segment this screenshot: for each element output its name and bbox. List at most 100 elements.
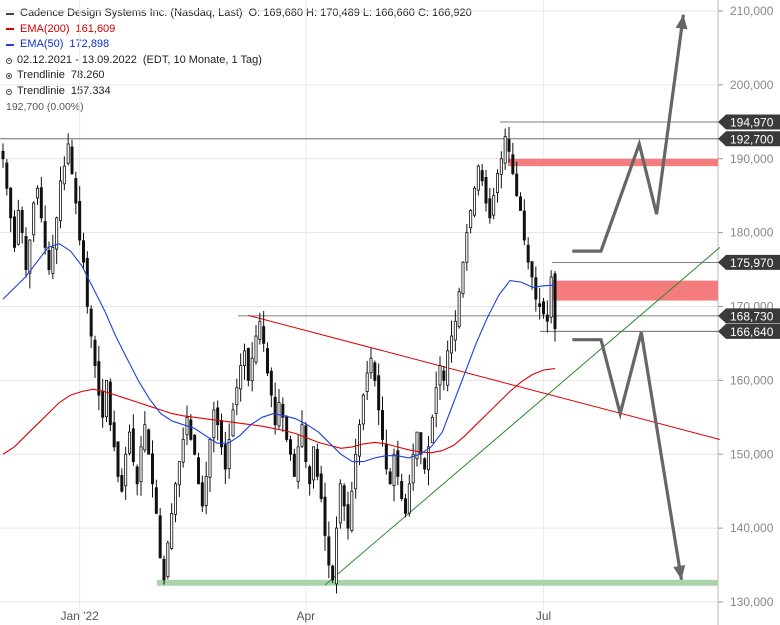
candle-body — [319, 473, 323, 499]
candle-body — [66, 143, 70, 164]
candle-body — [542, 301, 546, 315]
candle-body — [407, 483, 411, 514]
candle-body — [120, 475, 124, 492]
trendline — [248, 314, 720, 440]
legend-ohlc: O: 169,680 H: 170,489 L: 166,660 C: 166,… — [248, 7, 472, 19]
candle — [269, 367, 273, 408]
candle — [354, 438, 358, 499]
legend-ema200-value: 161,609 — [75, 22, 116, 35]
candle — [223, 431, 227, 484]
candle — [242, 343, 246, 380]
candle-body — [522, 210, 526, 241]
candle-body — [457, 291, 461, 328]
candle — [342, 483, 346, 521]
candle-body — [430, 416, 434, 444]
candle-body — [488, 198, 492, 219]
legend-trend1-label: Trendlinie — [17, 69, 65, 82]
price-tag-label: 168,730 — [730, 309, 774, 323]
candle-body — [82, 240, 86, 263]
x-tick-label: Jan '22 — [61, 609, 100, 623]
price-tag-bg — [718, 308, 780, 324]
candle-body — [101, 390, 105, 418]
candle-body — [461, 261, 465, 295]
candle — [384, 429, 388, 475]
candle-body — [24, 236, 28, 270]
price-tag: 194,970 — [718, 114, 780, 130]
candle — [277, 389, 281, 429]
candle — [461, 261, 465, 298]
candle — [373, 360, 377, 387]
candle-body — [545, 314, 549, 322]
candle-body — [380, 410, 384, 440]
candle-body — [327, 536, 331, 566]
candle-body — [346, 504, 350, 529]
candle-body — [296, 446, 300, 482]
candle — [262, 310, 266, 352]
candle-body — [472, 187, 476, 216]
candle-body — [438, 365, 442, 386]
candle-body — [235, 387, 239, 406]
candle — [265, 342, 269, 376]
candle-body — [311, 446, 315, 481]
candle — [231, 402, 235, 438]
candle — [304, 422, 308, 468]
candle-body — [227, 439, 231, 469]
candle-body — [281, 403, 285, 418]
candle — [59, 166, 63, 229]
candle-body — [308, 466, 312, 485]
candle-body — [511, 154, 515, 174]
candle-body — [43, 221, 47, 248]
candle — [361, 393, 365, 431]
candle-body — [269, 370, 273, 396]
candle — [196, 452, 200, 485]
candle — [511, 142, 515, 176]
candle-body — [189, 419, 193, 440]
candle-body — [265, 348, 269, 374]
candle — [338, 479, 342, 529]
y-tick-label: 140,000 — [730, 521, 774, 535]
candle-body — [116, 441, 120, 477]
legend-ema200-label: EMA(200) — [20, 22, 70, 35]
candle-body — [446, 350, 450, 386]
candle — [434, 371, 438, 428]
candle-body — [239, 365, 243, 390]
candle — [476, 164, 480, 196]
price-tag-bg — [718, 323, 780, 339]
candle-body — [62, 165, 66, 185]
candle — [350, 481, 354, 533]
candle-body — [273, 396, 277, 426]
candle — [177, 461, 181, 498]
candle — [442, 365, 446, 391]
candle-body — [78, 201, 82, 241]
candle — [32, 201, 36, 243]
candle — [545, 300, 549, 333]
candle-body — [162, 558, 166, 581]
candle-body — [365, 372, 369, 392]
candle — [143, 411, 147, 453]
candle — [219, 413, 223, 455]
candle — [415, 431, 419, 467]
y-tick-label: 160,000 — [730, 373, 774, 387]
candle — [116, 441, 120, 483]
candle-body — [484, 177, 488, 204]
candle — [549, 270, 553, 324]
legend-trend2-label: Trendlinie — [17, 84, 65, 97]
candle-body — [5, 162, 9, 189]
candle — [112, 410, 116, 452]
candle-body — [39, 187, 43, 219]
candle — [239, 353, 243, 402]
candle-body — [28, 239, 32, 274]
candle — [16, 199, 20, 246]
candle-body — [127, 431, 131, 454]
candle — [208, 437, 212, 492]
ema50-line — [2, 243, 556, 463]
candle — [488, 187, 492, 224]
candle — [62, 156, 66, 191]
candle — [135, 464, 139, 496]
candle — [469, 209, 473, 234]
price-tag: 168,730 — [718, 308, 780, 324]
candle — [311, 446, 315, 489]
scenario-down-arrow — [572, 331, 684, 581]
candle — [101, 379, 105, 428]
candle — [296, 434, 300, 489]
